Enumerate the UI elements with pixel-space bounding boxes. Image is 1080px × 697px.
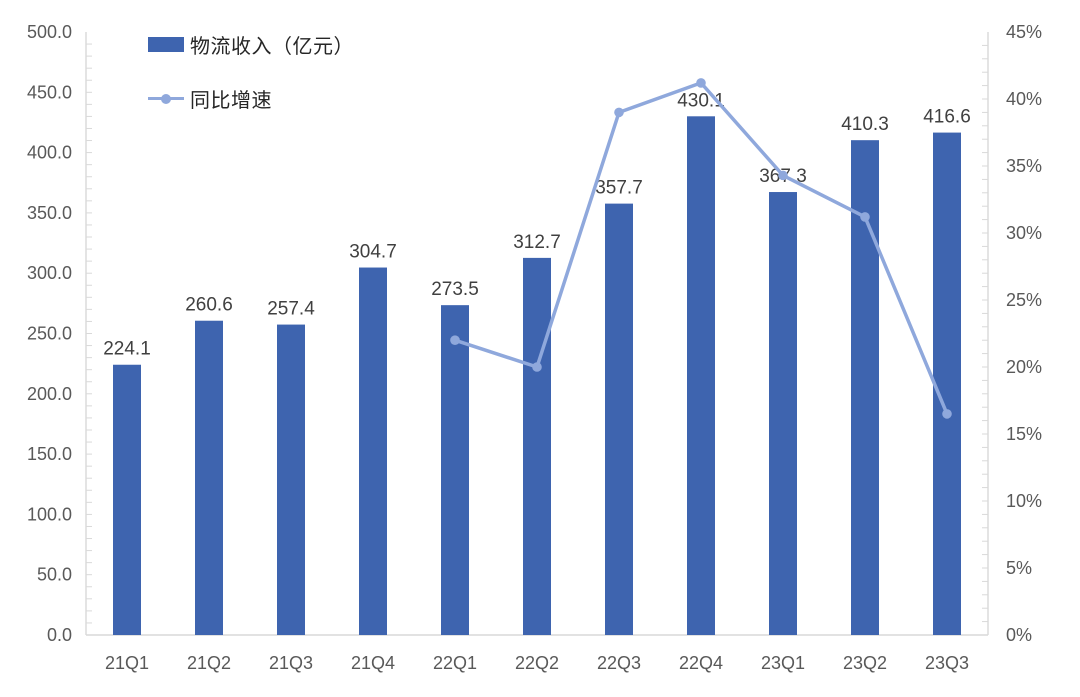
left-axis-label: 350.0 [27, 203, 72, 223]
line-marker [532, 362, 542, 372]
line-marker [942, 409, 952, 419]
right-axis-label: 25% [1006, 290, 1042, 310]
legend-item-revenue: 物流收入（亿元） [148, 30, 354, 58]
line-marker [778, 170, 788, 181]
bar-value-label: 304.7 [349, 242, 397, 263]
bar [605, 203, 633, 635]
bar-value-label: 416.6 [923, 107, 971, 128]
bar-value-label: 357.7 [595, 178, 643, 199]
category-label: 22Q4 [679, 653, 723, 673]
line-swatch-marker [161, 93, 171, 104]
left-axis-label: 400.0 [27, 143, 72, 163]
left-axis-label: 450.0 [27, 82, 72, 102]
bar-value-label: 224.1 [103, 339, 151, 360]
line-marker [696, 78, 706, 88]
bar-value-label: 273.5 [431, 279, 479, 300]
left-axis-label: 0.0 [47, 625, 72, 645]
right-axis-label: 35% [1006, 156, 1042, 176]
bar [113, 364, 141, 635]
legend-label-revenue: 物流收入（亿元） [190, 35, 354, 58]
category-label: 22Q1 [433, 653, 477, 673]
right-axis-label: 20% [1006, 357, 1042, 377]
bar [523, 257, 551, 635]
left-axis-label: 300.0 [27, 263, 72, 283]
right-axis-label: 5% [1006, 558, 1032, 578]
line-marker [450, 335, 460, 346]
right-axis-label: 0% [1006, 625, 1032, 645]
bar-value-label: 257.4 [267, 299, 315, 320]
bar [687, 116, 715, 636]
right-axis-label: 45% [1006, 22, 1042, 42]
bar-value-label: 410.3 [841, 114, 889, 135]
left-axis-label: 250.0 [27, 324, 72, 344]
line-marker [614, 107, 624, 118]
category-label: 21Q2 [187, 653, 231, 673]
category-label: 23Q2 [843, 653, 887, 673]
bar [851, 140, 879, 635]
right-axis-label: 30% [1006, 223, 1042, 243]
bar [933, 132, 961, 636]
right-axis-label: 10% [1006, 491, 1042, 511]
bar [359, 267, 387, 635]
category-label: 21Q4 [351, 653, 395, 673]
left-axis-label: 500.0 [27, 22, 72, 42]
left-axis-label: 100.0 [27, 504, 72, 524]
right-axis-label: 15% [1006, 424, 1042, 444]
bar-value-label: 312.7 [513, 232, 561, 253]
bar-value-label: 260.6 [185, 295, 233, 316]
category-label: 23Q3 [925, 653, 969, 673]
line-marker [860, 212, 870, 222]
category-label: 21Q1 [105, 653, 149, 673]
legend-label-growth: 同比增速 [190, 89, 272, 112]
left-axis-label: 200.0 [27, 384, 72, 404]
chart-legend: 物流收入（亿元） 同比增速 [148, 30, 354, 112]
bar [277, 324, 305, 635]
bar-series-swatch-icon [148, 36, 184, 52]
bar [769, 192, 797, 635]
category-label: 22Q3 [597, 653, 641, 673]
category-label: 21Q3 [269, 653, 313, 673]
legend-item-growth: 同比增速 [148, 84, 354, 112]
left-axis-label: 150.0 [27, 444, 72, 464]
category-label: 23Q1 [761, 653, 805, 673]
right-axis-label: 40% [1006, 89, 1042, 109]
bar [441, 305, 469, 635]
left-axis-label: 50.0 [37, 565, 72, 585]
line-series-swatch-icon [148, 91, 184, 106]
bar [195, 320, 223, 635]
category-label: 22Q2 [515, 653, 559, 673]
